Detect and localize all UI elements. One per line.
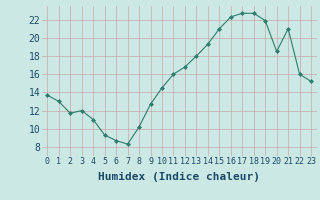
X-axis label: Humidex (Indice chaleur): Humidex (Indice chaleur) [98,172,260,182]
